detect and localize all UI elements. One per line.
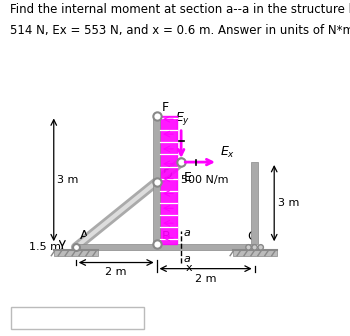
Text: B: B — [162, 230, 170, 243]
Text: a: a — [183, 254, 190, 264]
Text: 1.5 m: 1.5 m — [29, 242, 61, 252]
Text: a: a — [183, 228, 190, 238]
Text: A: A — [79, 229, 88, 242]
Text: D: D — [162, 168, 172, 181]
Text: 3 m: 3 m — [278, 198, 299, 208]
Text: 2 m: 2 m — [195, 274, 216, 284]
Bar — [76, 244, 254, 250]
Text: C: C — [247, 230, 256, 243]
Circle shape — [258, 245, 264, 250]
Bar — [160, 116, 177, 244]
Text: $E_y$: $E_y$ — [175, 110, 190, 127]
Circle shape — [252, 245, 257, 250]
Bar — [54, 250, 98, 256]
Bar — [153, 116, 160, 244]
Text: E: E — [183, 171, 191, 184]
Bar — [232, 250, 276, 256]
Bar — [251, 162, 258, 244]
Circle shape — [246, 245, 251, 250]
Text: 2 m: 2 m — [105, 267, 127, 278]
Text: Find the internal moment at section a--a in the structure below. Let Ey =: Find the internal moment at section a--a… — [10, 3, 350, 16]
Text: F: F — [162, 101, 169, 114]
Text: x: x — [186, 263, 193, 273]
Text: 3 m: 3 m — [57, 175, 79, 185]
Text: 500 N/m: 500 N/m — [181, 175, 229, 185]
Text: $E_x$: $E_x$ — [220, 144, 236, 160]
Text: 514 N, Ex = 553 N, and x = 0.6 m. Answer in units of N*m.: 514 N, Ex = 553 N, and x = 0.6 m. Answer… — [10, 24, 350, 37]
